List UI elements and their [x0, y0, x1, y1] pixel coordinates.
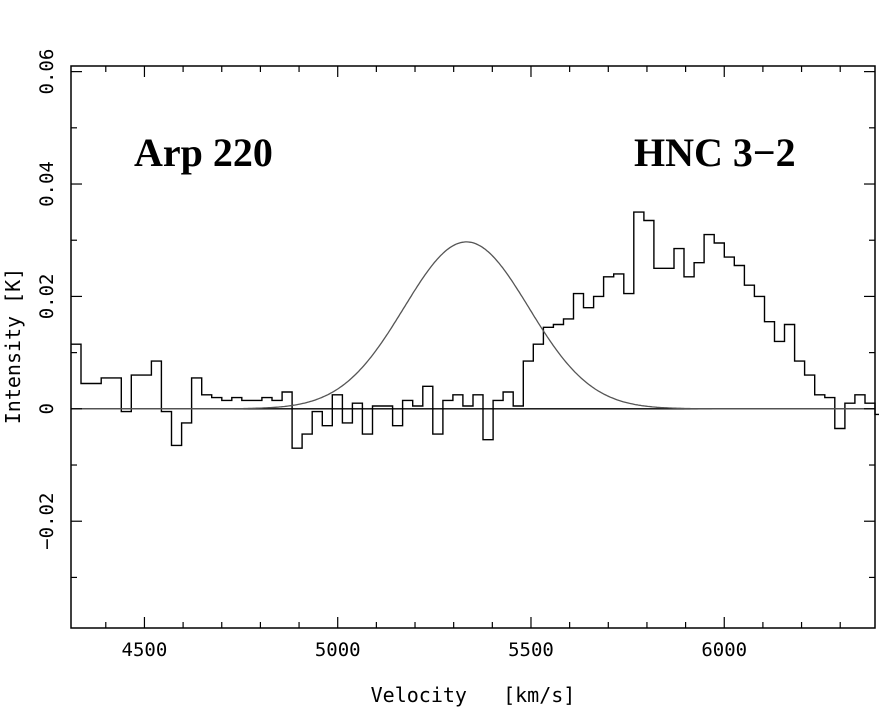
y-tick-label: 0.06	[36, 49, 58, 95]
axis-ticks: 4500 5000 5500 6000 −0.02 0 0.02 0.04 0.06	[36, 49, 875, 661]
plot-frame	[70, 65, 876, 629]
x-tick-label: 6000	[701, 639, 747, 661]
gaussian-fit-curve	[71, 241, 875, 410]
x-tick-label: 5000	[315, 639, 361, 661]
x-tick-label: 5500	[508, 639, 554, 661]
x-tick-label: 4500	[122, 639, 168, 661]
y-tick-label: −0.02	[36, 493, 58, 550]
plot-area	[71, 211, 879, 449]
y-axis-label: Intensity [K]	[1, 268, 25, 425]
y-tick-label: 0.04	[36, 161, 58, 207]
spectrum-histogram	[71, 211, 879, 449]
x-axis-label: Velocity [km/s]	[371, 683, 576, 707]
annotation-line: HNC 3−2	[634, 130, 796, 175]
y-tick-label: 0.02	[36, 274, 58, 320]
y-tick-label: 0	[36, 403, 58, 414]
annotation-source: Arp 220	[134, 130, 273, 175]
